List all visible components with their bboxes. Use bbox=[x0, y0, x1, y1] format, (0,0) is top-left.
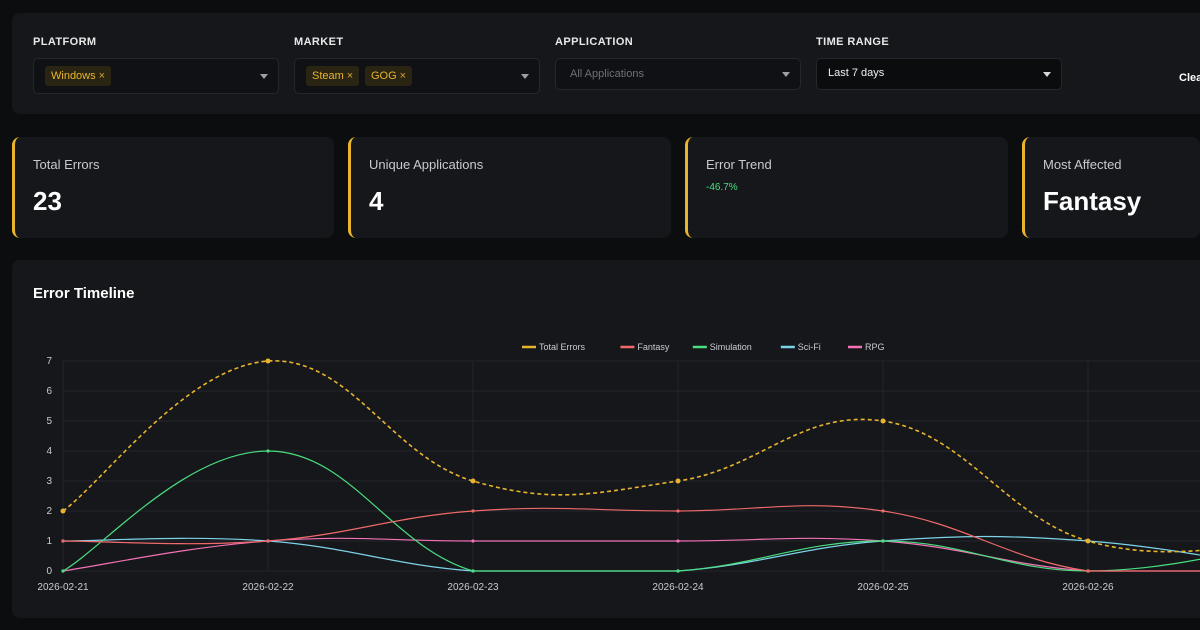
x-tick-label: 2026-02-26 bbox=[1062, 582, 1114, 593]
legend-label: Total Errors bbox=[539, 342, 586, 352]
data-point-simulation bbox=[676, 569, 680, 573]
chevron-down-icon[interactable] bbox=[260, 74, 268, 79]
time-range-select[interactable]: Last 7 days bbox=[816, 58, 1062, 90]
chevron-down-icon[interactable] bbox=[782, 72, 790, 77]
platform-label: PLATFORM bbox=[33, 36, 97, 48]
most-affected-card: Most Affected Fantasy bbox=[1022, 137, 1200, 238]
data-point-simulation bbox=[881, 539, 885, 543]
chevron-down-icon[interactable] bbox=[521, 74, 529, 79]
error-timeline-panel: Error Timeline 0 1 2 3 4 5 6 7 2026-02-21 2026-02… bbox=[12, 260, 1200, 618]
y-tick-label: 3 bbox=[46, 476, 52, 487]
total-errors-card: Total Errors 23 bbox=[12, 137, 334, 238]
platform-select[interactable]: Windows × bbox=[33, 58, 279, 94]
y-tick-label: 6 bbox=[46, 386, 52, 397]
data-point-fantasy bbox=[266, 539, 270, 543]
data-point-rpg bbox=[471, 539, 475, 543]
legend-label: Fantasy bbox=[637, 342, 670, 352]
remove-tag-icon[interactable]: × bbox=[98, 70, 106, 82]
remove-tag-icon[interactable]: × bbox=[346, 70, 354, 82]
y-tick-label: 1 bbox=[46, 536, 52, 547]
remove-tag-icon[interactable]: × bbox=[399, 70, 407, 82]
card-label: Unique Applications bbox=[369, 157, 484, 172]
data-point-total-errors bbox=[60, 508, 66, 514]
market-select[interactable]: Steam × GOG × bbox=[294, 58, 540, 94]
x-tick-label: 2026-02-23 bbox=[447, 582, 499, 593]
data-point-simulation bbox=[61, 569, 65, 573]
market-tag-gog[interactable]: GOG × bbox=[365, 66, 413, 86]
market-tag-steam[interactable]: Steam × bbox=[306, 66, 360, 86]
application-select[interactable]: All Applications bbox=[555, 58, 801, 90]
data-point-total-errors bbox=[470, 478, 476, 484]
legend-label: RPG bbox=[865, 342, 885, 352]
y-tick-label: 5 bbox=[46, 416, 52, 427]
x-tick-label: 2026-02-22 bbox=[242, 582, 294, 593]
card-label: Total Errors bbox=[33, 157, 100, 172]
x-tick-label: 2026-02-24 bbox=[652, 582, 704, 593]
application-label: APPLICATION bbox=[555, 36, 634, 48]
y-tick-label: 7 bbox=[46, 356, 52, 367]
y-tick-label: 0 bbox=[46, 566, 52, 577]
data-point-total-errors bbox=[675, 478, 681, 484]
time-range-value: Last 7 days bbox=[828, 67, 885, 79]
data-point-simulation bbox=[471, 569, 475, 573]
data-point-simulation bbox=[266, 449, 270, 453]
unique-applications-card: Unique Applications 4 bbox=[348, 137, 671, 238]
card-value: Fantasy bbox=[1043, 186, 1142, 216]
y-tick-label: 4 bbox=[46, 446, 52, 457]
trend-value: -46.7% bbox=[706, 182, 738, 193]
legend-label: Sci-Fi bbox=[798, 342, 821, 352]
data-point-total-errors bbox=[265, 358, 271, 364]
x-tick-label: 2026-02-21 bbox=[37, 582, 89, 593]
card-label: Error Trend bbox=[706, 157, 772, 172]
card-value: 4 bbox=[369, 186, 384, 216]
card-label: Most Affected bbox=[1043, 157, 1122, 172]
series-line-fantasy bbox=[62, 505, 1200, 572]
error-trend-card: Error Trend -46.7% bbox=[685, 137, 1008, 238]
chevron-down-icon[interactable] bbox=[1043, 72, 1051, 77]
card-value: 23 bbox=[33, 186, 62, 216]
platform-tag-windows[interactable]: Windows × bbox=[45, 66, 112, 86]
application-placeholder: All Applications bbox=[570, 68, 644, 80]
clear-filters-button[interactable]: Clea bbox=[1179, 72, 1200, 84]
x-tick-label: 2026-02-25 bbox=[857, 582, 909, 593]
chart-title: Error Timeline bbox=[33, 285, 135, 302]
data-point-total-errors bbox=[1085, 538, 1091, 544]
data-point-fantasy bbox=[1086, 569, 1090, 573]
data-point-rpg bbox=[676, 539, 680, 543]
data-point-total-errors bbox=[880, 418, 886, 424]
data-point-fantasy bbox=[881, 509, 885, 513]
data-point-fantasy bbox=[61, 539, 65, 543]
data-point-fantasy bbox=[471, 509, 475, 513]
time-range-label: TIME RANGE bbox=[816, 36, 890, 48]
error-timeline-chart: 0 1 2 3 4 5 6 7 2026-02-21 2026-02-22 2026-02-23 20… bbox=[37, 342, 1200, 593]
filter-bar: PLATFORM Windows × MARKET Steam × GOG × APP… bbox=[12, 13, 1200, 114]
data-point-fantasy bbox=[676, 509, 680, 513]
market-label: MARKET bbox=[294, 36, 344, 48]
y-tick-label: 2 bbox=[46, 506, 52, 517]
legend-label: Simulation bbox=[710, 342, 752, 352]
